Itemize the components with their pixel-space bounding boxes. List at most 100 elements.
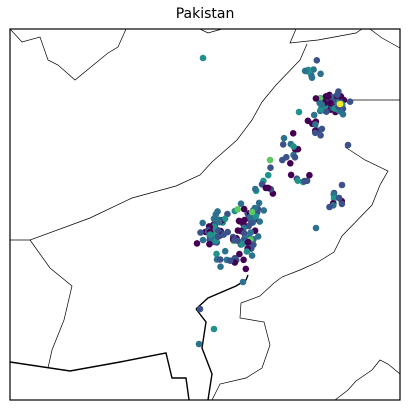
map-point-194 xyxy=(206,231,214,238)
map-point-179 xyxy=(210,215,218,222)
map-point-254 xyxy=(242,265,250,273)
map-point-180 xyxy=(221,215,229,223)
map-point-227 xyxy=(240,229,248,237)
map-point-237 xyxy=(301,177,308,185)
map-point-171 xyxy=(213,250,220,258)
map-point-208 xyxy=(236,250,243,258)
map-point-193 xyxy=(199,236,207,244)
map-point-83 xyxy=(317,132,324,139)
map-point-240 xyxy=(338,200,346,208)
map-point-262 xyxy=(196,305,204,313)
map-point-70 xyxy=(317,70,324,78)
map-frame xyxy=(9,28,401,401)
map-point-231 xyxy=(287,171,295,179)
map-point-75 xyxy=(310,66,317,73)
map-point-106 xyxy=(252,185,259,193)
map-point-190 xyxy=(221,247,229,255)
map-point-248 xyxy=(217,263,224,271)
map-point-258 xyxy=(199,54,207,62)
border-north-afghan xyxy=(199,29,223,34)
map-point-234 xyxy=(294,177,302,184)
map-point-182 xyxy=(220,231,227,238)
border-east-arc xyxy=(369,29,400,49)
map-point-256 xyxy=(226,257,234,265)
coastline-delta xyxy=(195,308,213,400)
map-point-65 xyxy=(327,99,334,107)
map-point-228 xyxy=(231,236,238,244)
map-point-138 xyxy=(256,218,264,225)
map-point-95 xyxy=(280,134,288,142)
map-point-86 xyxy=(312,121,319,128)
map-point-263 xyxy=(210,325,218,333)
map-point-269 xyxy=(248,208,256,216)
map-point-145 xyxy=(193,240,201,247)
map-point-82 xyxy=(311,129,319,137)
map-point-122 xyxy=(260,207,268,214)
map-point-115 xyxy=(240,205,248,213)
map-point-99 xyxy=(291,154,299,161)
map-point-137 xyxy=(252,213,260,220)
map-point-247 xyxy=(326,203,333,211)
map-point-98 xyxy=(290,143,297,150)
map-point-229 xyxy=(244,238,252,246)
map-point-89 xyxy=(287,160,294,167)
map-area xyxy=(10,29,400,400)
map-point-259 xyxy=(338,181,346,189)
map-point-246 xyxy=(335,194,343,202)
map-point-218 xyxy=(235,217,243,225)
border-gujarat xyxy=(334,359,400,400)
map-point-186 xyxy=(215,218,223,226)
map-point-132 xyxy=(247,214,254,221)
map-point-88 xyxy=(279,141,287,148)
map-point-191 xyxy=(214,233,222,240)
map-point-68 xyxy=(335,88,342,95)
map-point-257 xyxy=(240,256,247,264)
map-point-109 xyxy=(262,184,270,192)
scatter-points xyxy=(193,54,354,348)
country-borders xyxy=(10,29,400,400)
map-point-267 xyxy=(344,141,352,149)
map-point-108 xyxy=(264,171,272,179)
map-point-219 xyxy=(238,240,246,248)
map-point-59 xyxy=(312,95,320,102)
map-point-69 xyxy=(322,93,330,100)
map-point-266 xyxy=(295,108,303,116)
map-point-226 xyxy=(254,233,262,240)
map-point-265 xyxy=(266,156,274,164)
map-point-216 xyxy=(247,229,254,236)
map-point-139 xyxy=(255,199,263,207)
border-afghan-pak xyxy=(29,43,308,369)
map-point-243 xyxy=(330,195,338,202)
coastline-west xyxy=(10,352,190,400)
map-point-214 xyxy=(248,252,256,259)
map-point-92 xyxy=(289,130,297,137)
map-point-225 xyxy=(250,241,257,248)
map-point-71 xyxy=(313,57,321,64)
map-point-222 xyxy=(243,248,251,255)
coastline-indus xyxy=(195,274,249,310)
map-point-268 xyxy=(336,100,344,108)
map-title: Pakistan xyxy=(175,6,235,22)
border-northwest xyxy=(10,29,127,81)
map-point-107 xyxy=(267,164,274,171)
map-point-236 xyxy=(306,171,313,179)
map-point-84 xyxy=(310,111,318,119)
border-northeast xyxy=(289,29,363,44)
map-point-161 xyxy=(199,219,206,227)
map-point-56 xyxy=(318,101,326,109)
border-pak-india-south xyxy=(211,146,389,400)
map-point-260 xyxy=(312,224,320,232)
map-point-77 xyxy=(301,67,309,75)
map-point-162 xyxy=(197,229,204,236)
map-point-188 xyxy=(206,240,213,248)
map-point-39 xyxy=(323,108,330,115)
map-point-253 xyxy=(216,256,224,263)
map-point-50 xyxy=(346,98,354,105)
map-point-261 xyxy=(239,278,247,286)
map-point-135 xyxy=(234,206,241,213)
map-point-97 xyxy=(283,153,290,161)
map-point-87 xyxy=(304,117,312,125)
coastline xyxy=(10,274,249,400)
map-point-264 xyxy=(195,340,203,348)
